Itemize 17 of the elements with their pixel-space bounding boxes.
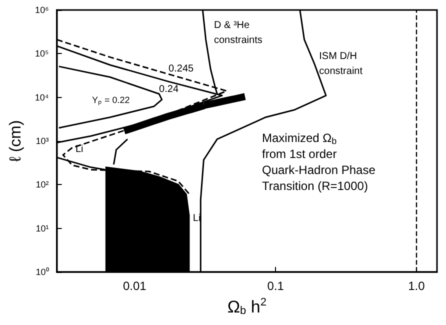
x-tick-label: 0.1 (267, 279, 284, 293)
x-tick-label: 0.01 (122, 279, 147, 293)
y-axis-title: ℓ (cm) (8, 120, 24, 162)
y-tick-label: 10⁶ (35, 5, 50, 15)
annotation: Yₚ = 0.22 (92, 95, 130, 106)
annotation: ISM D/H constraint (319, 50, 363, 77)
y-tick-label: 10³ (36, 136, 49, 146)
y-tick-label: 10⁵ (35, 48, 50, 59)
annotation: 0.245 (168, 64, 194, 75)
y-tick-label: 10⁰ (36, 267, 49, 277)
annotation: 0.24 (159, 84, 179, 96)
y-tick-label: 10⁴ (34, 92, 49, 102)
y-tick-label: 10² (36, 180, 49, 190)
annotation: Li (192, 212, 201, 224)
y-tick-label: 10¹ (36, 223, 49, 234)
x-tick-label: 1.0 (408, 279, 426, 293)
annotation: D & ³He constraints (214, 20, 262, 46)
